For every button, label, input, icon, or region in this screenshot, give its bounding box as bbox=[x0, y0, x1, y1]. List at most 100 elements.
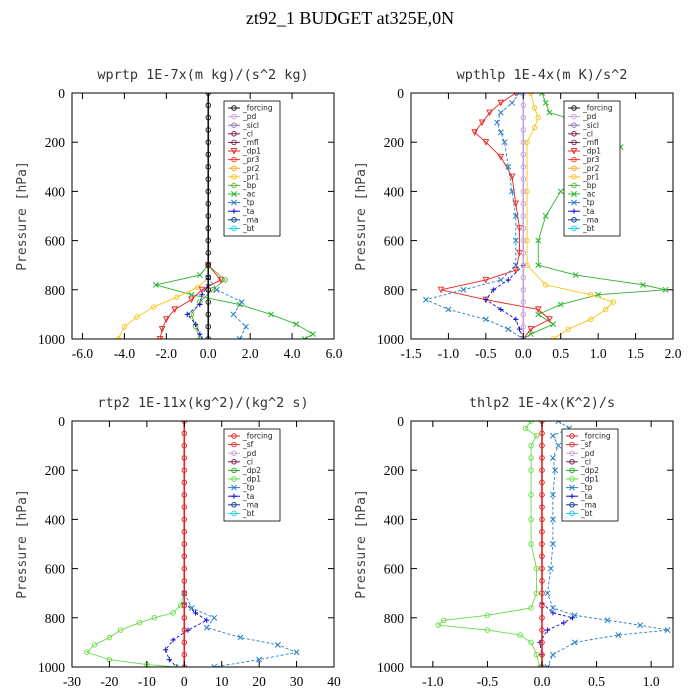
data-point bbox=[181, 516, 188, 523]
data-point bbox=[664, 627, 671, 634]
x-tick-label: 2.0 bbox=[242, 346, 259, 361]
legend-marker bbox=[231, 441, 237, 448]
data-point bbox=[539, 590, 545, 596]
data-point bbox=[640, 281, 647, 288]
data-point bbox=[213, 286, 220, 293]
legend-marker bbox=[571, 156, 577, 163]
legend-marker bbox=[231, 174, 237, 180]
legend-label: _dp1 bbox=[242, 475, 261, 484]
x-tick-label: 1.0 bbox=[643, 674, 660, 689]
data-point bbox=[203, 624, 210, 631]
legend-marker bbox=[569, 476, 575, 482]
y-axis-label: Pressure [hPa] bbox=[15, 489, 30, 599]
y-tick-label: 800 bbox=[384, 283, 405, 298]
legend-label: _tp bbox=[582, 198, 595, 207]
figure-title: zt92_1 BUDGET at325E,0N bbox=[245, 8, 455, 28]
legend-label: _pr3 bbox=[582, 155, 600, 164]
data-point bbox=[197, 301, 203, 308]
data-point bbox=[205, 237, 211, 244]
x-tick-label: -4.0 bbox=[114, 346, 136, 361]
legend-marker bbox=[231, 467, 237, 474]
data-point bbox=[520, 176, 527, 182]
legend-label: _bt bbox=[242, 509, 255, 518]
data-point bbox=[91, 642, 98, 648]
data-point bbox=[484, 627, 491, 633]
data-point bbox=[602, 306, 609, 313]
legend-label: _ta bbox=[582, 207, 594, 216]
data-point bbox=[539, 528, 545, 535]
legend-label: _ta bbox=[242, 492, 254, 501]
data-point bbox=[508, 173, 516, 181]
legend-marker bbox=[571, 165, 577, 171]
data-point bbox=[539, 651, 545, 658]
data-point bbox=[520, 102, 527, 109]
data-point bbox=[520, 213, 527, 219]
plot-frame bbox=[410, 92, 674, 340]
data-point bbox=[205, 102, 211, 109]
data-point bbox=[188, 605, 195, 611]
data-point bbox=[637, 622, 644, 629]
data-point bbox=[205, 127, 211, 133]
data-point bbox=[205, 250, 211, 256]
data-point bbox=[531, 105, 538, 111]
legend-marker bbox=[571, 139, 577, 146]
data-point bbox=[471, 129, 478, 136]
data-point bbox=[512, 267, 520, 274]
legend-label: _sf bbox=[580, 440, 592, 449]
y-tick-label: 400 bbox=[45, 184, 66, 199]
series-line bbox=[207, 277, 247, 339]
data-point bbox=[528, 492, 534, 498]
legend-marker bbox=[571, 191, 577, 197]
data-point bbox=[615, 632, 622, 638]
data-point bbox=[497, 277, 504, 283]
data-point bbox=[181, 504, 188, 510]
data-point bbox=[205, 225, 211, 232]
legend-label: _cl bbox=[242, 457, 253, 466]
y-tick-label: 600 bbox=[45, 562, 66, 577]
legend-marker bbox=[231, 225, 237, 232]
x-tick-label: -10 bbox=[138, 674, 156, 689]
legend-marker bbox=[569, 433, 575, 439]
x-tick-label: 0.5 bbox=[552, 346, 569, 361]
data-point bbox=[199, 336, 205, 339]
legend-label: _sicl bbox=[582, 121, 599, 130]
legend-marker bbox=[231, 217, 237, 223]
data-point bbox=[550, 336, 556, 339]
data-point bbox=[293, 649, 300, 656]
data-point bbox=[516, 326, 523, 332]
legend-label: _bt bbox=[242, 224, 255, 233]
data-point bbox=[587, 291, 594, 298]
legend-label: _mfl bbox=[582, 138, 599, 147]
legend-marker bbox=[231, 113, 237, 120]
data-point bbox=[205, 139, 211, 145]
data-point bbox=[494, 119, 501, 126]
series-line bbox=[86, 593, 185, 667]
data-point bbox=[533, 590, 540, 596]
data-point bbox=[150, 304, 157, 310]
legend-marker bbox=[231, 131, 237, 137]
data-point bbox=[205, 188, 211, 195]
data-point bbox=[549, 541, 556, 547]
legend-marker bbox=[231, 105, 237, 111]
plot-area bbox=[84, 421, 300, 667]
y-axis-label: Pressure [hPa] bbox=[354, 161, 369, 271]
data-point bbox=[482, 316, 489, 323]
legend-marker bbox=[571, 131, 577, 137]
data-point bbox=[520, 164, 527, 170]
legend-marker bbox=[231, 450, 237, 456]
legend-label: _pd bbox=[580, 449, 595, 458]
data-point bbox=[509, 99, 516, 106]
data-point bbox=[531, 124, 538, 131]
data-point bbox=[151, 615, 158, 621]
legend-marker bbox=[569, 502, 575, 508]
data-point bbox=[610, 299, 616, 305]
legend-marker bbox=[231, 139, 237, 146]
legend-label: _tp bbox=[242, 483, 255, 492]
series-line bbox=[183, 592, 299, 667]
data-point bbox=[205, 299, 211, 305]
data-point bbox=[181, 627, 188, 633]
plot-area bbox=[423, 93, 669, 339]
data-point bbox=[528, 605, 534, 611]
x-tick-label: 0 bbox=[181, 674, 188, 689]
legend-label: _bp bbox=[582, 181, 597, 190]
